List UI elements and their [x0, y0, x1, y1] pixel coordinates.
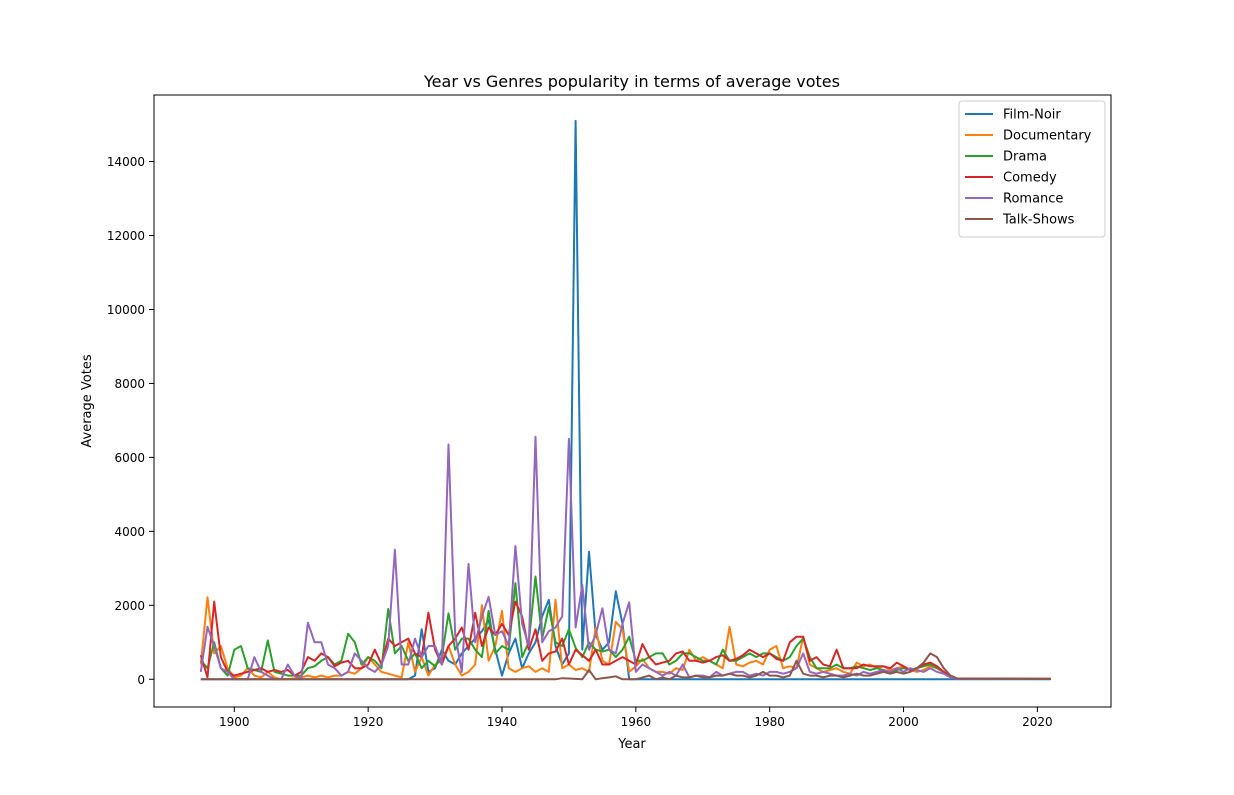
legend-label: Film-Noir	[1003, 108, 1061, 123]
plot-frame	[153, 94, 1112, 708]
y-tick-label: 8000	[114, 377, 145, 391]
y-tick-label: 12000	[107, 229, 145, 243]
legend-label: Romance	[1003, 192, 1063, 207]
legend-label: Comedy	[1003, 171, 1057, 186]
y-tick-label: 14000	[107, 155, 145, 169]
x-tick-label: 1920	[353, 715, 384, 729]
series-line-talk-shows	[200, 652, 1051, 681]
x-tick-label: 2000	[888, 715, 919, 729]
x-axis-label: Year	[617, 737, 646, 752]
y-tick-label: 0	[137, 673, 145, 687]
legend-label: Documentary	[1003, 129, 1092, 144]
legend-box	[958, 100, 1106, 238]
y-tick-label: 10000	[107, 303, 145, 317]
legend: Film-Noir Documentary Drama Comedy Romance Ta…	[958, 100, 1106, 238]
x-tick-label: 1960	[621, 715, 652, 729]
y-axis-label: Average Votes	[80, 354, 95, 447]
series-line-documentary	[199, 596, 1051, 681]
x-tick-label: 1900	[219, 715, 250, 729]
legend-label: Drama	[1003, 150, 1047, 165]
x-tick-label: 2020	[1022, 715, 1053, 729]
y-tick-label: 4000	[114, 525, 145, 539]
chart-title: Year vs Genres popularity in terms of av…	[423, 72, 840, 91]
x-tick-label: 1980	[754, 715, 785, 729]
x-tick-label: 1940	[487, 715, 518, 729]
x-axis: 1900 1920 1940 1960 1980 2000 2020	[219, 707, 1053, 729]
series-line-comedy	[199, 600, 1051, 680]
y-tick-label: 6000	[114, 451, 145, 465]
series-layer	[199, 119, 1051, 681]
y-tick-label: 2000	[114, 599, 145, 613]
plot-area	[154, 95, 1111, 707]
legend-label: Talk-Shows	[1002, 213, 1075, 228]
y-axis: 0 2000 4000 6000 8000 10000 12000 14000	[107, 155, 154, 687]
